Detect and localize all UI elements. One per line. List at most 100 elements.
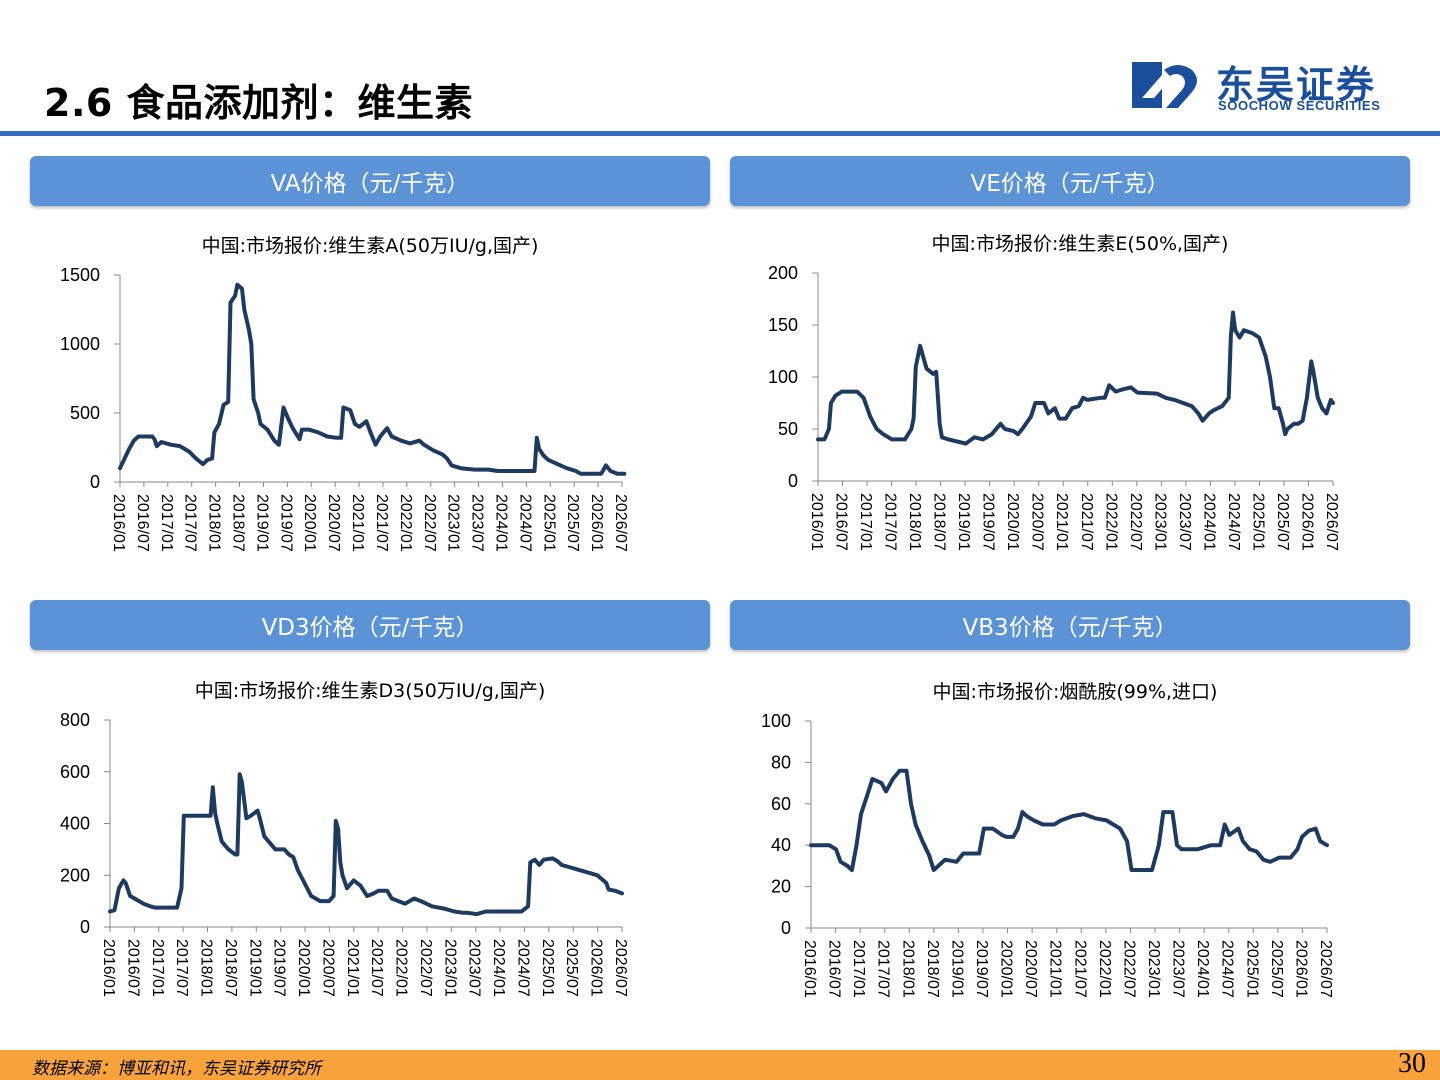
logo-en-text: SOOCHOW SECURITIES bbox=[1218, 98, 1381, 113]
chart-title: 中国:市场报价:维生素A(50万IU/g,国产) bbox=[202, 235, 539, 257]
x-tick-label: 2016/01 bbox=[801, 940, 818, 998]
x-tick-label: 2019/01 bbox=[955, 493, 972, 551]
x-tick-label: 2026/01 bbox=[588, 494, 605, 552]
y-tick-label: 400 bbox=[60, 814, 90, 834]
chart-vb3-price: 中国:市场报价:烟酰胺(99%,进口) 0 20 40 60 80 100 2016/01 20… bbox=[761, 681, 1334, 998]
x-tick-label: 2023/07 bbox=[466, 939, 483, 997]
x-tick-label: 2016/07 bbox=[833, 493, 850, 551]
company-logo: 东吴证券 SOOCHOW SECURITIES bbox=[1130, 54, 1410, 116]
x-tick-label: 2017/07 bbox=[882, 493, 899, 551]
footer-bar: 数据来源：博亚和讯，东吴证券研究所 30 bbox=[0, 1048, 1440, 1080]
x-tick-label: 2021/07 bbox=[373, 494, 390, 552]
y-tick-label: 600 bbox=[60, 762, 90, 782]
x-tick-label: 2025/07 bbox=[564, 494, 581, 552]
series-line bbox=[816, 310, 1335, 446]
x-tick-label: 2025/01 bbox=[1249, 493, 1266, 551]
x-tick-label: 2025/07 bbox=[1274, 493, 1291, 551]
x-tick-label: 2023/07 bbox=[1176, 493, 1193, 551]
x-tick-label: 2019/07 bbox=[271, 939, 288, 997]
page-title: 2.6 食品添加剂：维生素 bbox=[44, 81, 474, 125]
x-tick-label: 2024/07 bbox=[1219, 940, 1236, 998]
y-tick-label: 50 bbox=[778, 419, 798, 439]
x-tick-label: 2022/07 bbox=[1127, 493, 1144, 551]
x-tick-label: 2017/07 bbox=[182, 494, 199, 552]
x-tick-label: 2018/01 bbox=[206, 494, 223, 552]
logo-cn-text: 东吴证券 bbox=[1216, 63, 1377, 107]
x-tick-label: 2023/07 bbox=[1170, 940, 1187, 998]
x-tick-label: 2020/07 bbox=[1022, 940, 1039, 998]
y-tick-label: 0 bbox=[781, 918, 791, 938]
x-tick-label: 2021/07 bbox=[1078, 493, 1095, 551]
x-tick-label: 2016/07 bbox=[134, 494, 151, 552]
x-tick-label: 2026/01 bbox=[1298, 493, 1315, 551]
x-tick-label: 2025/07 bbox=[1268, 940, 1285, 998]
x-tick-label: 2020/01 bbox=[295, 939, 312, 997]
series-line bbox=[809, 768, 1329, 872]
x-tick-label: 2021/01 bbox=[1047, 940, 1064, 998]
x-tick-label: 2018/01 bbox=[906, 493, 923, 551]
header-rule bbox=[0, 131, 1440, 136]
x-tick-label: 2021/01 bbox=[344, 939, 361, 997]
x-tick-label: 2018/01 bbox=[198, 939, 215, 997]
x-tick-label: 2024/01 bbox=[490, 939, 507, 997]
y-tick-label: 20 bbox=[771, 877, 791, 897]
page-number: 30 bbox=[1398, 1048, 1426, 1079]
y-tick-label: 1500 bbox=[60, 265, 100, 285]
y-tick-label: 800 bbox=[60, 710, 90, 730]
x-tick-label: 2023/07 bbox=[469, 494, 486, 552]
x-tick-label: 2022/07 bbox=[417, 939, 434, 997]
x-tick-label: 2026/07 bbox=[1317, 940, 1334, 998]
soochow-logo-icon bbox=[1132, 62, 1197, 108]
x-tick-label: 2022/01 bbox=[1096, 940, 1113, 998]
x-tick-label: 2026/01 bbox=[588, 939, 605, 997]
x-tick-label: 2019/07 bbox=[980, 493, 997, 551]
x-tick-label: 2019/01 bbox=[246, 939, 263, 997]
x-tick-label: 2016/07 bbox=[826, 940, 843, 998]
x-tick-label: 2016/01 bbox=[110, 494, 127, 552]
panel-header-vb3: VB3价格（元/千克） bbox=[730, 600, 1410, 650]
x-tick-label: 2017/01 bbox=[857, 493, 874, 551]
x-tick-label: 2020/01 bbox=[301, 494, 318, 552]
x-tick-label: 2024/01 bbox=[492, 494, 509, 552]
x-tick-label: 2020/07 bbox=[1029, 493, 1046, 551]
x-tick-label: 2024/07 bbox=[514, 939, 531, 997]
x-tick-label: 2017/07 bbox=[173, 939, 190, 997]
x-tick-label: 2019/01 bbox=[253, 494, 270, 552]
chart-title: 中国:市场报价:维生素D3(50万IU/g,国产) bbox=[195, 680, 546, 702]
x-tick-label: 2016/01 bbox=[808, 493, 825, 551]
x-tick-label: 2023/01 bbox=[441, 939, 458, 997]
x-tick-label: 2023/01 bbox=[1145, 940, 1162, 998]
chart-ve-price: 中国:市场报价:维生素E(50%,国产) 0 50 100 150 200 2016/01 2… bbox=[768, 233, 1340, 551]
y-tick-label: 100 bbox=[761, 711, 791, 731]
x-tick-label: 2026/07 bbox=[612, 939, 629, 997]
y-tick-label: 0 bbox=[80, 917, 90, 937]
x-tick-label: 2021/07 bbox=[368, 939, 385, 997]
y-tick-label: 100 bbox=[768, 367, 798, 387]
x-tick-label: 2016/01 bbox=[100, 939, 117, 997]
y-tick-label: 150 bbox=[768, 315, 798, 335]
panel-header-ve: VE价格（元/千克） bbox=[730, 156, 1410, 206]
x-tick-label: 2021/07 bbox=[1071, 940, 1088, 998]
x-tick-label: 2022/01 bbox=[1102, 493, 1119, 551]
x-tick-label: 2024/01 bbox=[1194, 940, 1211, 998]
x-tick-label: 2020/01 bbox=[1004, 493, 1021, 551]
x-tick-label: 2025/07 bbox=[563, 939, 580, 997]
x-tick-label: 2023/01 bbox=[1151, 493, 1168, 551]
x-tick-label: 2019/01 bbox=[948, 940, 965, 998]
x-tick-label: 2017/01 bbox=[158, 494, 175, 552]
x-tick-label: 2019/07 bbox=[277, 494, 294, 552]
x-tick-label: 2026/01 bbox=[1292, 940, 1309, 998]
x-tick-label: 2017/07 bbox=[875, 940, 892, 998]
x-tick-label: 2016/07 bbox=[124, 939, 141, 997]
x-tick-label: 2022/01 bbox=[397, 494, 414, 552]
x-tick-label: 2024/07 bbox=[516, 494, 533, 552]
x-tick-label: 2020/01 bbox=[998, 940, 1015, 998]
y-tick-label: 1000 bbox=[60, 334, 100, 354]
chart-va-price: 中国:市场报价:维生素A(50万IU/g,国产) 0 500 1000 1500 2016… bbox=[60, 235, 629, 552]
x-tick-label: 2022/01 bbox=[393, 939, 410, 997]
x-tick-label: 2023/01 bbox=[445, 494, 462, 552]
series-line bbox=[118, 282, 627, 476]
x-tick-label: 2018/07 bbox=[931, 493, 948, 551]
chart-vd3-price: 中国:市场报价:维生素D3(50万IU/g,国产) 0 200 400 600 800 20… bbox=[60, 680, 629, 997]
